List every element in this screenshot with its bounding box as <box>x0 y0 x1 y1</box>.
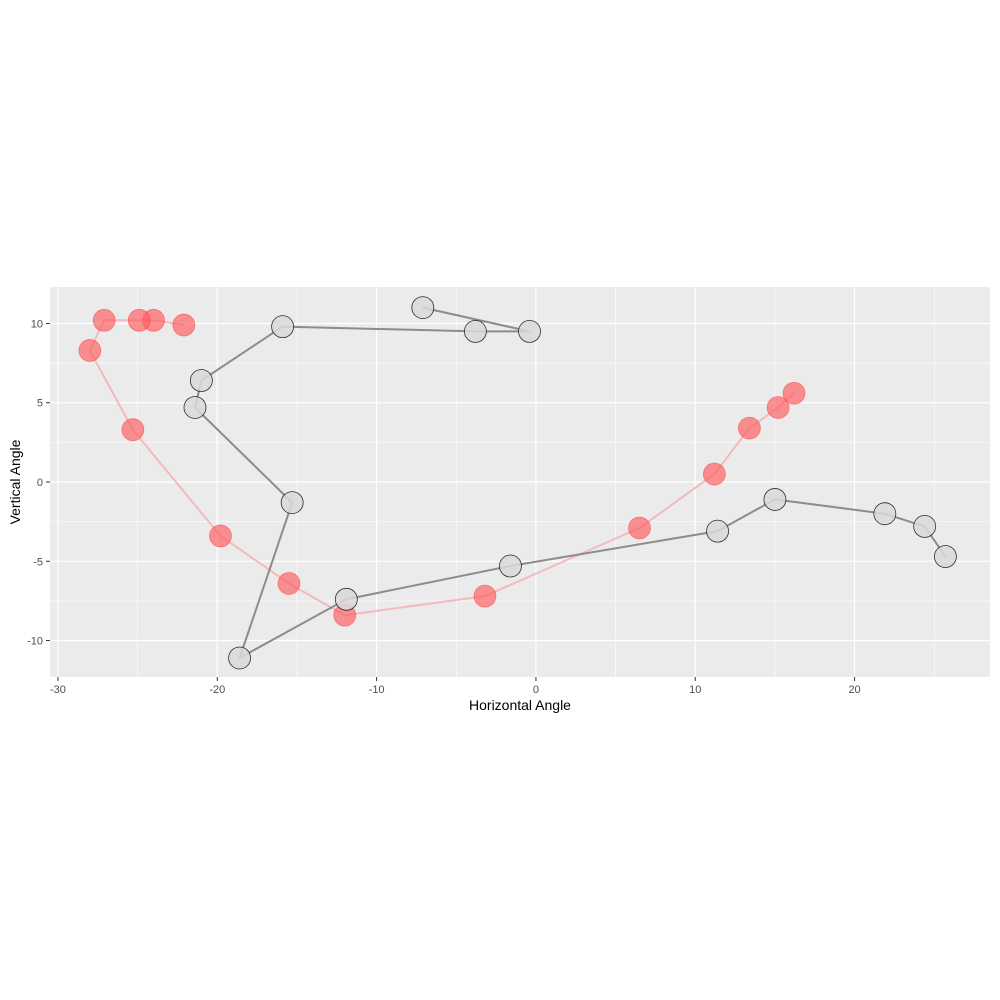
series-2 <box>183 296 957 670</box>
data-point <box>280 491 304 515</box>
data-point <box>271 315 295 339</box>
series-layer <box>78 296 957 670</box>
y-tick-label: 0 <box>37 477 43 489</box>
data-point <box>127 308 151 332</box>
y-axis-ticks: -10 -5 0 5 10 <box>27 318 50 648</box>
data-point <box>473 584 497 608</box>
y-tick-label: -5 <box>33 556 43 568</box>
data-point <box>873 502 897 526</box>
x-tick-label: 20 <box>848 684 860 696</box>
x-axis-ticks: -30 -20 -10 0 10 20 <box>50 677 861 696</box>
data-point <box>766 396 790 419</box>
data-point <box>763 488 787 511</box>
series-1 <box>78 308 806 627</box>
data-point <box>411 296 435 320</box>
x-tick-label: 10 <box>689 684 701 696</box>
data-point <box>172 313 196 337</box>
x-tick-label: -20 <box>209 684 225 696</box>
data-point <box>933 545 957 568</box>
data-point <box>463 319 487 343</box>
data-point <box>209 524 232 548</box>
data-point <box>702 462 726 486</box>
x-tick-label: -10 <box>369 684 385 696</box>
data-point <box>121 418 145 442</box>
data-point <box>78 339 102 362</box>
data-point <box>913 514 937 538</box>
data-point <box>499 554 522 578</box>
data-point <box>189 369 213 392</box>
x-tick-label: 0 <box>533 684 539 696</box>
y-axis-title: Vertical Angle <box>7 439 23 524</box>
data-point <box>183 396 207 419</box>
x-tick-label: -30 <box>50 684 66 696</box>
data-point <box>228 646 251 670</box>
y-tick-label: 5 <box>37 398 43 410</box>
data-point <box>738 416 761 440</box>
data-point <box>706 519 729 543</box>
y-tick-label: -10 <box>27 636 43 648</box>
data-point <box>92 308 116 332</box>
data-point <box>518 319 541 343</box>
data-point <box>628 516 651 540</box>
data-point <box>782 381 806 405</box>
y-tick-label: 10 <box>31 318 43 330</box>
data-point <box>334 587 358 611</box>
data-point <box>277 572 301 595</box>
major-grid <box>50 287 990 677</box>
x-axis-title: Horizontal Angle <box>469 697 571 713</box>
